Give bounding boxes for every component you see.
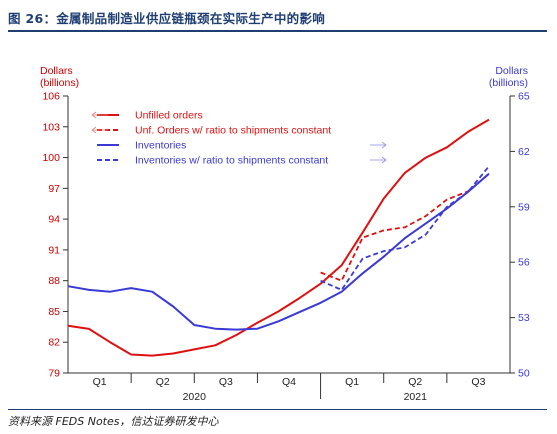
legend-label-3: Inventories xyxy=(135,140,186,152)
left-tick-label: 103 xyxy=(42,121,60,133)
right-tick-label: 50 xyxy=(518,368,530,380)
title-rule xyxy=(8,30,547,32)
left-tick-label: 106 xyxy=(42,91,60,103)
legend: Unfilled orders Unf. Orders w/ ratio to s… xyxy=(91,110,387,167)
legend-label-2: Unf. Orders w/ ratio to shipments consta… xyxy=(135,125,331,137)
right-tick-label: 65 xyxy=(518,91,530,103)
source-rule xyxy=(8,409,547,410)
left-tick-label: 85 xyxy=(48,306,60,318)
left-tick-label: 79 xyxy=(48,368,60,380)
series-line-2 xyxy=(320,173,490,282)
left-tick-label: 91 xyxy=(48,244,60,256)
right-tick-label: 56 xyxy=(518,257,530,269)
left-axis-title: Dollars xyxy=(40,65,73,77)
quarter-label: Q3 xyxy=(219,376,233,388)
series-line-4 xyxy=(320,165,490,291)
legend-label-1: Unfilled orders xyxy=(135,110,203,122)
year-label: 2020 xyxy=(183,391,207,403)
year-label: 2021 xyxy=(404,391,428,403)
right-tick-label: 62 xyxy=(518,146,530,158)
right-tick-label: 53 xyxy=(518,312,530,324)
quarter-label: Q2 xyxy=(408,376,422,388)
quarter-label: Q3 xyxy=(471,376,485,388)
series-layer xyxy=(67,118,490,357)
right-axis-title: Dollars xyxy=(495,65,528,77)
left-pointer-arrow xyxy=(91,111,108,119)
series-line-3 xyxy=(67,172,490,331)
left-tick-label: 88 xyxy=(48,275,60,287)
quarter-label: Q4 xyxy=(282,376,296,388)
right-pointer-arrow xyxy=(370,156,387,164)
quarter-label: Q2 xyxy=(156,376,170,388)
axis-labels: 79 82 85 88 91 94 97 100 103 106 50 53 56 59 62 65 Dolla… xyxy=(40,65,530,403)
figure-title: 图 26：金属制品制造业供应链瓶颈在实际生产中的影响 xyxy=(8,11,326,26)
left-tick-label: 97 xyxy=(48,183,60,195)
right-pointer-arrow xyxy=(370,141,387,149)
series-line-1 xyxy=(67,118,490,357)
axes-layer xyxy=(63,95,515,399)
left-tick-label: 82 xyxy=(48,337,60,349)
right-axis-subtitle: (billions) xyxy=(489,77,528,89)
source-note: 资料来源 FEDS Notes，信达证券研发中心 xyxy=(8,415,219,428)
quarter-label: Q1 xyxy=(93,376,107,388)
legend-label-4: Inventories w/ ratio to shipments consta… xyxy=(135,155,328,167)
left-tick-label: 100 xyxy=(42,152,60,164)
quarter-label: Q1 xyxy=(345,376,359,388)
left-tick-label: 94 xyxy=(48,214,60,226)
right-tick-label: 59 xyxy=(518,201,530,213)
left-pointer-arrow xyxy=(91,126,108,134)
left-axis-subtitle: (billions) xyxy=(40,77,79,89)
